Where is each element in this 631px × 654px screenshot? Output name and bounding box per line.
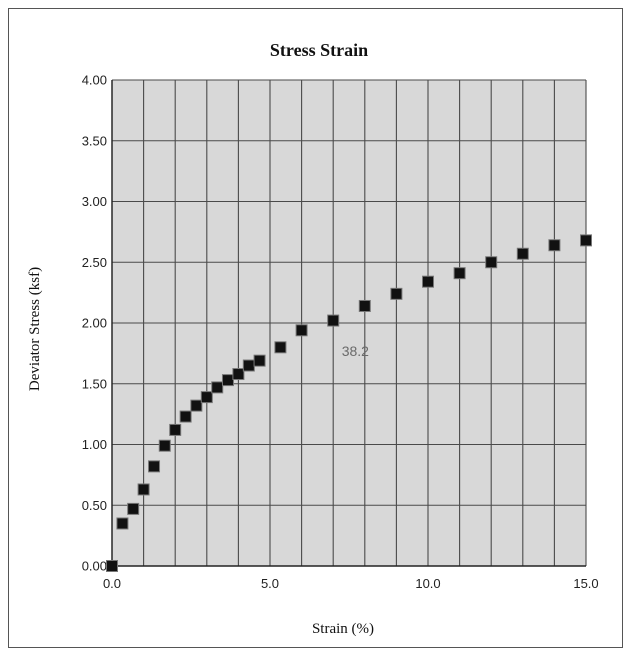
- data-point: [242, 359, 255, 372]
- y-tick-label: 4.00: [82, 73, 107, 88]
- data-point: [232, 368, 245, 381]
- y-tick-label: 3.50: [82, 133, 107, 148]
- data-point: [358, 299, 371, 312]
- data-point: [190, 399, 203, 412]
- tick-labels: 0.00 0.50 1.00 1.50 2.00 2.50 3.00 3.50 4.00 0.0 5…: [82, 73, 599, 592]
- data-point: [106, 560, 118, 572]
- x-tick-label: 10.0: [415, 576, 440, 591]
- data-point: [422, 275, 434, 288]
- data-points: [106, 234, 592, 572]
- x-axis-label: Strain (%): [312, 621, 374, 637]
- data-point: [485, 256, 498, 269]
- data-point: [274, 341, 287, 354]
- data-point: [127, 502, 140, 515]
- data-point: [253, 354, 266, 367]
- data-point: [158, 439, 171, 452]
- data-point: [295, 324, 308, 337]
- y-tick-label: 0.50: [82, 498, 107, 513]
- stress-strain-chart: Stress Strain 0.00 0.50 1.00 1.50 2.00 2.50 3.…: [27, 40, 599, 637]
- data-point: [221, 374, 234, 387]
- y-tick-label: 2.50: [82, 255, 107, 270]
- x-tick-label: 0.0: [103, 576, 121, 591]
- data-point: [137, 483, 150, 496]
- data-point: [516, 247, 529, 260]
- data-point: [200, 391, 213, 404]
- x-tick-label: 15.0: [573, 576, 598, 591]
- data-point: [327, 314, 340, 327]
- data-point: [148, 460, 161, 473]
- y-tick-label: 0.00: [82, 559, 107, 574]
- y-tick-label: 3.00: [82, 194, 107, 209]
- y-tick-label: 1.50: [82, 376, 107, 391]
- chart-frame: Stress Strain 0.00 0.50 1.00 1.50 2.00 2.50 3.…: [8, 8, 623, 648]
- data-point: [116, 517, 129, 530]
- point-annotation: 38.2: [342, 343, 369, 359]
- y-tick-label: 1.00: [82, 437, 107, 452]
- y-tick-label: 2.00: [82, 316, 107, 331]
- data-point: [169, 423, 182, 436]
- data-point: [453, 267, 466, 280]
- data-point: [179, 410, 192, 423]
- data-point: [390, 287, 403, 300]
- x-tick-label: 5.0: [261, 576, 279, 591]
- y-axis-label: Deviator Stress (ksf): [27, 267, 43, 391]
- data-point: [211, 381, 224, 394]
- gridlines: [111, 79, 587, 567]
- data-point: [580, 234, 592, 247]
- chart-title: Stress Strain: [270, 40, 368, 60]
- data-point: [548, 239, 561, 252]
